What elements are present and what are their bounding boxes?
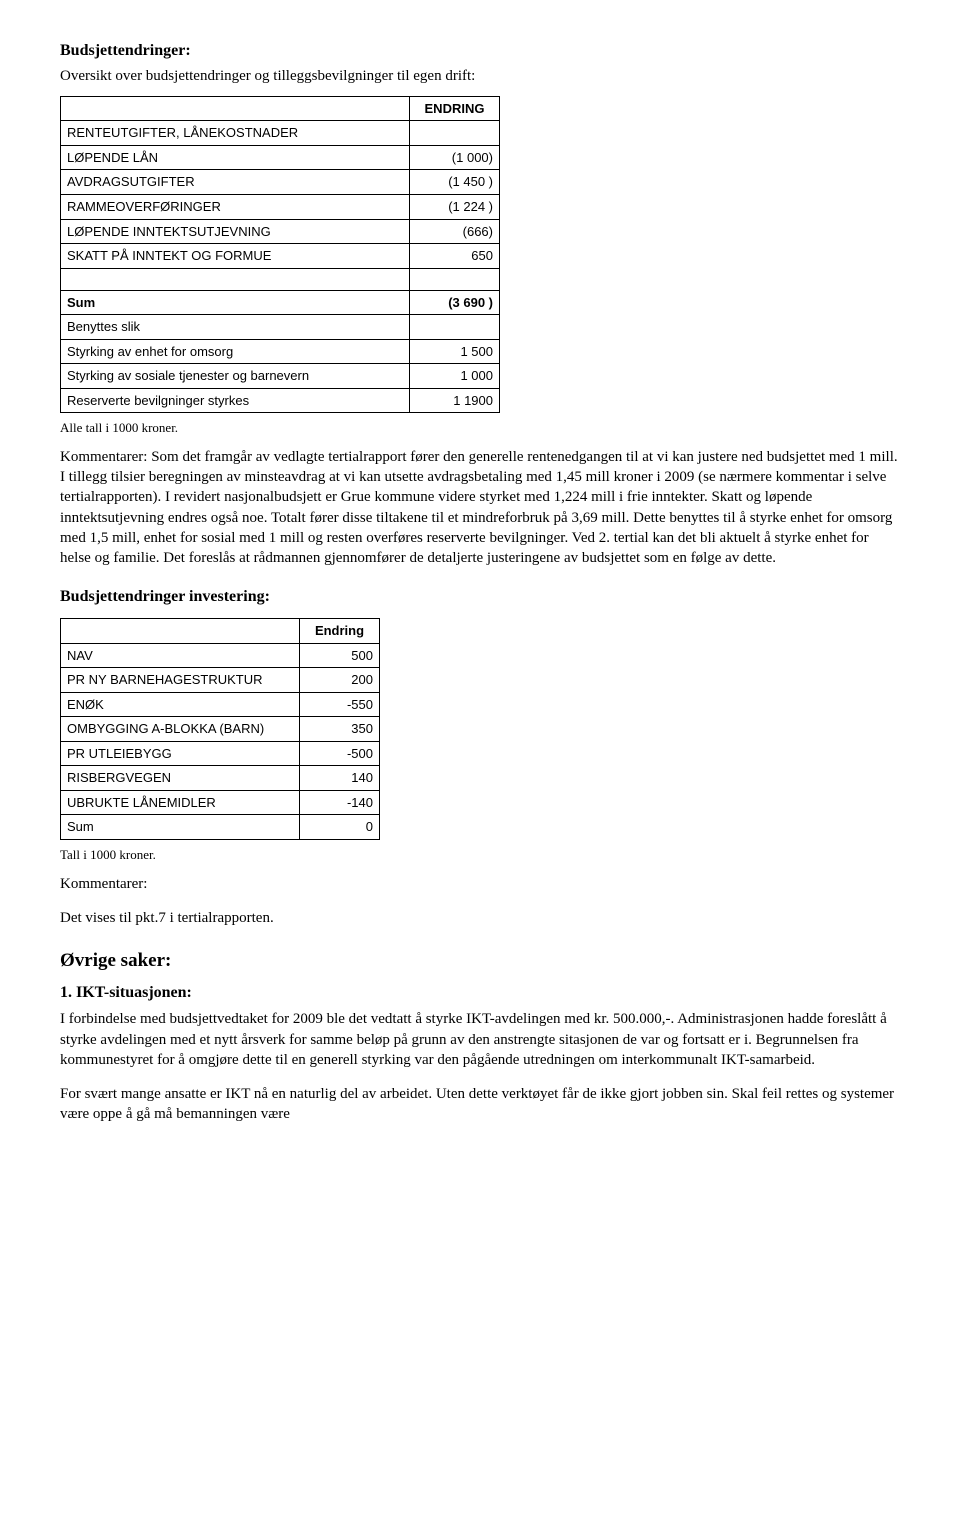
budget-table-1: ENDRING RENTEUTGIFTER, LÅNEKOSTNADER LØP… (60, 96, 500, 414)
t2-header-empty (61, 619, 300, 644)
t2-r2-label: ENØK (61, 692, 300, 717)
t1-r5-value: 650 (410, 244, 500, 269)
t2-sum-label: Sum (61, 815, 300, 840)
t2-r6-value: -140 (300, 790, 380, 815)
t2-r0-value: 500 (300, 643, 380, 668)
t2-r1-value: 200 (300, 668, 380, 693)
note-all-in-1000: Alle tall i 1000 kroner. (60, 419, 900, 437)
t2-r0-label: NAV (61, 643, 300, 668)
subheading-overview: Oversikt over budsjettendringer og tille… (60, 66, 900, 86)
t1-r3-label: RAMMEOVERFØRINGER (61, 195, 410, 220)
t1-r1-label: LØPENDE LÅN (61, 145, 410, 170)
t1-header-empty (61, 96, 410, 121)
t1-b3-label: Reserverte bevilgninger styrkes (61, 388, 410, 413)
t2-r6-label: UBRUKTE LÅNEMIDLER (61, 790, 300, 815)
t1-b1-value: 1 500 (410, 339, 500, 364)
t2-r4-label: PR UTLEIEBYGG (61, 741, 300, 766)
t2-r4-value: -500 (300, 741, 380, 766)
t2-r5-value: 140 (300, 766, 380, 791)
t1-sum-value: (3 690 ) (410, 290, 500, 315)
t2-r2-value: -550 (300, 692, 380, 717)
t1-r4-label: LØPENDE INNTEKTSUTJEVNING (61, 219, 410, 244)
t1-r5-label: SKATT PÅ INNTEKT OG FORMUE (61, 244, 410, 269)
note-in-1000-2: Tall i 1000 kroner. (60, 846, 900, 864)
t1-b2-value: 1 000 (410, 364, 500, 389)
t1-b3-value: 1 1900 (410, 388, 500, 413)
t1-r0-label: RENTEUTGIFTER, LÅNEKOSTNADER (61, 121, 410, 146)
t1-b2-label: Styrking av sosiale tjenester og barneve… (61, 364, 410, 389)
t2-sum-value: 0 (300, 815, 380, 840)
t1-header-value: ENDRING (410, 96, 500, 121)
t1-b1-label: Styrking av enhet for omsorg (61, 339, 410, 364)
paragraph-ikt-1: I forbindelse med budsjettvedtaket for 2… (60, 1009, 900, 1070)
heading-investment: Budsjettendringer investering: (60, 586, 900, 608)
t1-r2-value: (1 450 ) (410, 170, 500, 195)
t1-r4-value: (666) (410, 219, 500, 244)
paragraph-ikt-2: For svært mange ansatte er IKT nå en nat… (60, 1084, 900, 1125)
paragraph-ref-pt7: Det vises til pkt.7 i tertialrapporten. (60, 908, 900, 928)
t2-header-value: Endring (300, 619, 380, 644)
heading-ikt: 1. IKT-situasjonen: (60, 982, 900, 1004)
t1-b0-value (410, 315, 500, 340)
t1-r3-value: (1 224 ) (410, 195, 500, 220)
t2-r3-value: 350 (300, 717, 380, 742)
paragraph-comments-1: Kommentarer: Som det framgår av vedlagte… (60, 447, 900, 569)
paragraph-comments-label: Kommentarer: (60, 874, 900, 894)
t1-b0-label: Benyttes slik (61, 315, 410, 340)
t2-r1-label: PR NY BARNEHAGESTRUKTUR (61, 668, 300, 693)
t2-r3-label: OMBYGGING A-BLOKKA (BARN) (61, 717, 300, 742)
t1-r0-value (410, 121, 500, 146)
heading-other-matters: Øvrige saker: (60, 948, 900, 974)
t1-blank-label (61, 268, 410, 290)
t1-blank-value (410, 268, 500, 290)
t1-r2-label: AVDRAGSUTGIFTER (61, 170, 410, 195)
t1-r1-value: (1 000) (410, 145, 500, 170)
t1-sum-label: Sum (61, 290, 410, 315)
budget-table-2: Endring NAV500 PR NY BARNEHAGESTRUKTUR20… (60, 618, 380, 840)
t2-r5-label: RISBERGVEGEN (61, 766, 300, 791)
heading-budget-changes: Budsjettendringer: (60, 40, 900, 62)
